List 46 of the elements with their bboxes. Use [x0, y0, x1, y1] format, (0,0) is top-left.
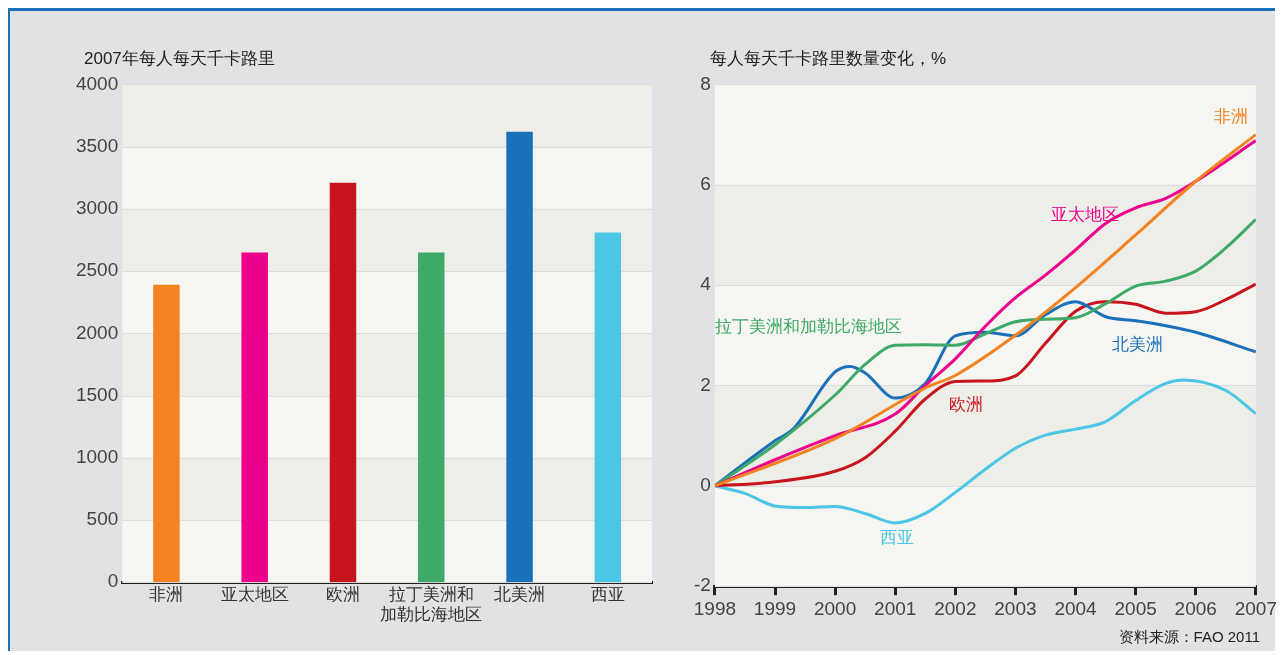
x-tick-label: 2004: [1054, 597, 1098, 619]
y-tick-label: 2: [700, 373, 711, 395]
y-tick-label: 0: [107, 570, 119, 592]
x-tick-label: 2003: [994, 597, 1037, 619]
x-tick-label: 2005: [1114, 597, 1157, 619]
x-tick-label: 非洲: [149, 585, 184, 605]
y-tick-label: 2500: [75, 259, 119, 281]
x-tick-label: 2001: [874, 597, 917, 619]
y-tick-label: 8: [700, 72, 711, 94]
x-tick-label: 北美洲: [494, 585, 546, 605]
y-axis-title: 每人每天千卡路里数量变化，%: [710, 48, 948, 69]
y-tick-label: 4000: [75, 72, 119, 94]
bar: [329, 182, 357, 583]
y-tick-label: 500: [86, 508, 119, 530]
bar: [506, 131, 533, 583]
x-tick-label: 2000: [813, 597, 857, 619]
y-tick-label: 4: [700, 273, 712, 295]
x-tick-label: 亚太地区: [220, 585, 289, 605]
y-tick-label: 2000: [75, 321, 119, 343]
series-label: 拉丁美洲和加勒比海地区: [714, 317, 902, 337]
x-tick-label: 2007: [1234, 597, 1278, 619]
y-axis-title: 2007年每人每天千卡路里: [84, 48, 276, 69]
y-tick-label: -2: [693, 574, 711, 596]
y-tick-label: 1000: [75, 445, 119, 467]
line-series: [714, 378, 1256, 525]
bar: [594, 232, 622, 583]
bar: [418, 252, 445, 583]
series-label: 北美洲: [1111, 335, 1163, 355]
series-label: 西亚: [880, 528, 915, 548]
x-tick-label: 欧洲: [325, 585, 360, 605]
series-label: 非洲: [1213, 106, 1248, 126]
bar: [153, 284, 180, 583]
x-tick-label: 2006: [1174, 597, 1217, 619]
y-tick-label: 6: [700, 172, 711, 194]
x-tick-label: 1999: [753, 597, 797, 619]
bar: [241, 252, 268, 583]
x-tick-label: 西亚: [590, 585, 625, 605]
x-tick-label: 1998: [693, 597, 737, 619]
y-tick-label: 1500: [75, 383, 119, 405]
text: 资料来源：FAO 2011: [1117, 628, 1261, 647]
y-tick-label: 3000: [75, 197, 119, 219]
x-tick-label: 2002: [934, 597, 977, 619]
y-tick-label: 3500: [75, 134, 119, 156]
x-tick-label: 拉丁美洲和加勒比海地区: [380, 585, 483, 625]
series-label: 欧洲: [949, 395, 984, 415]
y-tick-label: 0: [700, 474, 711, 496]
